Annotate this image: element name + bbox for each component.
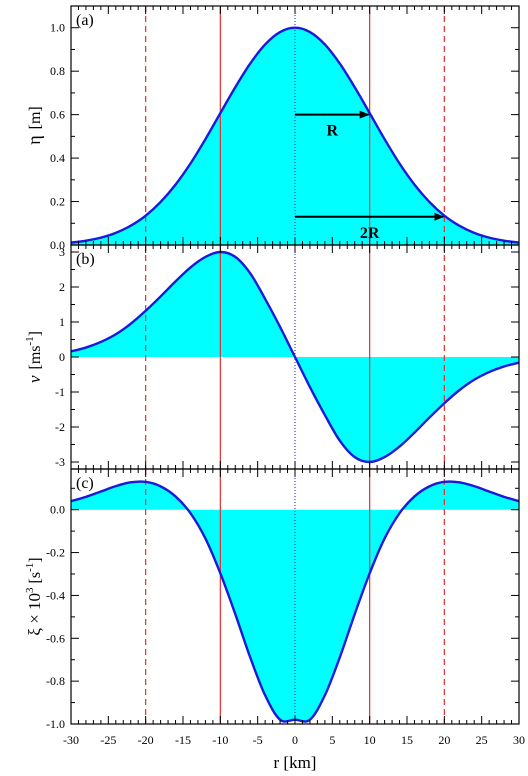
- y-axis-label-symbol: η: [24, 135, 44, 144]
- y-axis-label-unit: [s: [27, 572, 44, 588]
- annotation-label: R: [327, 123, 339, 140]
- y-tick-label: -0.4: [46, 588, 65, 602]
- x-tick-label: 0: [292, 733, 298, 747]
- y-axis-label-sup: -1: [24, 336, 36, 345]
- y-tick-label: -1.0: [46, 717, 65, 731]
- panel-c: -1.0 -0.8 -0.6 -0.4 -0.2 0.0 (c) ξ × 103 [s-1]: [24, 468, 520, 731]
- y-tick-label: -3: [55, 455, 65, 469]
- y-tick-label: 0.8: [50, 64, 65, 78]
- panel-label: (c): [76, 475, 94, 492]
- x-tick-label: -5: [253, 733, 263, 747]
- y-axis-label-end: ]: [27, 331, 44, 336]
- x-tick-label: -15: [175, 733, 191, 747]
- x-tick-label: 15: [401, 733, 413, 747]
- x-tick-label: 10: [364, 733, 376, 747]
- panel-label: (b): [76, 251, 95, 268]
- y-axis-label: ξ × 103 [s-1]: [24, 557, 44, 635]
- x-axis-label: r [km]: [274, 753, 317, 772]
- x-tick-label: 25: [476, 733, 488, 747]
- x-tick-label: -20: [138, 733, 154, 747]
- annotation-label: 2R: [360, 225, 380, 242]
- y-axis-label-sup: 3: [24, 587, 36, 593]
- y-tick-label: 0: [59, 350, 65, 364]
- x-tick-label: 30: [513, 733, 525, 747]
- y-tick-label: 3: [59, 245, 65, 259]
- y-axis-label-symbol: v: [25, 375, 44, 383]
- y-tick-label: -0.2: [46, 546, 65, 560]
- y-tick-label: -0.8: [46, 674, 65, 688]
- y-tick-label: 2: [59, 280, 65, 294]
- y-tick-label: 1: [59, 315, 65, 329]
- x-tick-label: 20: [438, 733, 450, 747]
- y-tick-label: -0.6: [46, 631, 65, 645]
- series-curve: [71, 250, 519, 464]
- y-axis-label-unit: [ms: [27, 345, 44, 369]
- x-tick-label: -30: [63, 733, 79, 747]
- y-tick-label: 0.6: [50, 108, 65, 122]
- x-tick-label: -25: [100, 733, 116, 747]
- x-axis: -30 -25 -20 -15 -10 -5 0 5 10 15 20 25 30 r [km]: [63, 733, 525, 772]
- panel-a: 0.0 0.2 0.4 0.6 0.8 1.0 (a) η [m] R 2R: [24, 5, 520, 252]
- y-tick-label: -2: [55, 420, 65, 434]
- x-tick-label: -10: [212, 733, 228, 747]
- y-axis-label: v [ms-1]: [24, 331, 44, 383]
- area-fill: [71, 27, 519, 245]
- y-axis-label-sup2: -1: [24, 563, 36, 572]
- y-axis-label-end: ]: [27, 557, 44, 562]
- y-axis-label-symbol: ξ × 10: [25, 593, 44, 636]
- y-tick-label: -1: [55, 385, 65, 399]
- y-tick-label: 0.4: [50, 151, 65, 165]
- y-tick-label: 0.0: [50, 238, 65, 252]
- y-tick-label: 0.2: [50, 195, 65, 209]
- y-tick-label: 1.0: [50, 21, 65, 35]
- panel-label: (a): [76, 12, 94, 29]
- chart-panels: 0.0 0.2 0.4 0.6 0.8 1.0 (a) η [m] R 2R -3 -2 -1 0 1 2 3 (b…: [24, 5, 520, 731]
- y-axis-label-unit: [m]: [27, 106, 44, 129]
- y-axis-label: η [m]: [24, 106, 44, 145]
- x-tick-label: 5: [329, 733, 335, 747]
- y-tick-label: 0.0: [50, 503, 65, 517]
